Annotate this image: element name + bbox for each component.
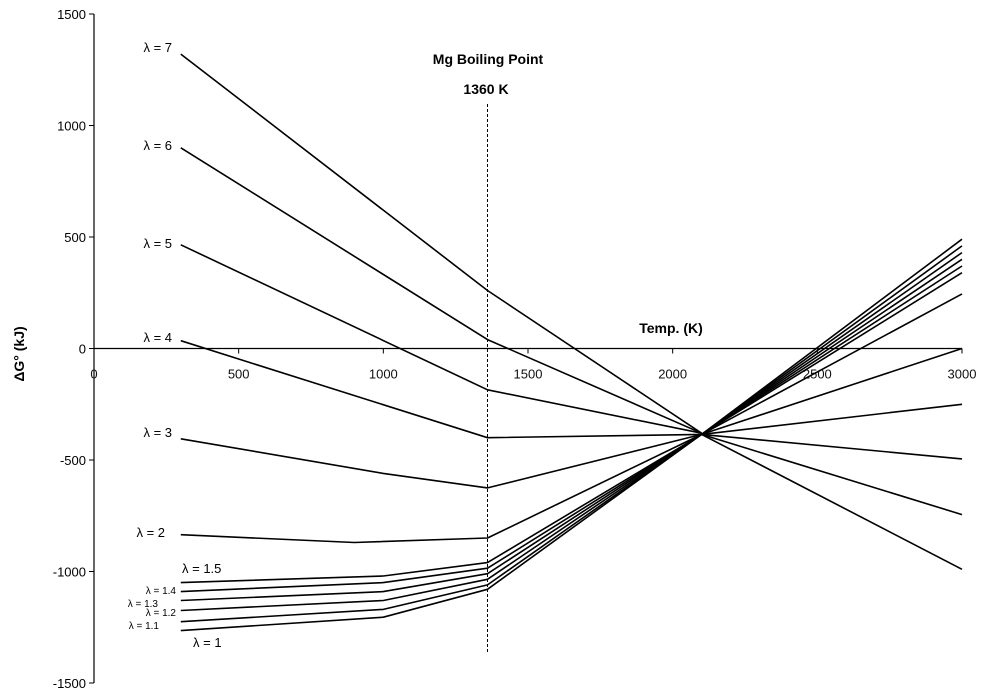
series-line-extension — [701, 433, 963, 460]
series-line — [180, 244, 702, 434]
y-tick-label: -1500 — [53, 676, 86, 689]
series-label: λ = 1 — [193, 635, 222, 650]
annotation-title: Mg Boiling Point — [433, 51, 544, 67]
y-tick-label: 500 — [64, 230, 86, 245]
series-label: λ = 2 — [136, 525, 165, 540]
series-label: λ = 1.3 — [128, 599, 159, 610]
series-line — [180, 433, 702, 489]
series-line — [180, 245, 963, 593]
y-tick-label: -500 — [60, 453, 86, 468]
x-axis-title: Temp. (K) — [639, 320, 703, 336]
y-axis-title: ΔG° (kJ) — [11, 326, 27, 381]
series-label: λ = 3 — [143, 425, 172, 440]
y-tick-label: 1500 — [57, 7, 86, 22]
boiling-point-annotation: Mg Boiling Point 1360 K — [433, 51, 544, 652]
x-tick-label: 2000 — [658, 367, 687, 382]
x-tick-label: 0 — [90, 367, 97, 382]
series-label: λ = 5 — [143, 236, 172, 251]
series-line — [180, 147, 702, 434]
series-line-extension — [701, 293, 963, 436]
series-line — [180, 258, 963, 612]
x-tick-label: 500 — [228, 367, 250, 382]
series-label: λ = 6 — [143, 138, 172, 153]
axis-titles: Temp. (K) ΔG° (kJ) — [11, 320, 703, 382]
series-label: λ = 4 — [143, 330, 172, 345]
x-tick-label: 1500 — [514, 367, 543, 382]
series-line — [180, 251, 963, 602]
series-line-extension — [701, 347, 963, 436]
series-line-extension — [701, 433, 963, 571]
series-line — [180, 238, 963, 584]
axes: -1500 -1000 -500 0 500 1000 1500 0 500 1000 1500 20… — [53, 7, 977, 691]
series-label: λ = 7 — [143, 40, 172, 55]
y-tick-label: 1000 — [57, 119, 86, 134]
series-line — [180, 433, 702, 544]
x-tick-label: 1000 — [369, 367, 398, 382]
series-label: λ = 1.1 — [129, 621, 160, 632]
series-line-extension — [701, 403, 963, 436]
series-lines: λ = 7 λ = 6 λ = 5 λ = 4 λ = 3 λ = 2 λ = 1.5 λ =… — [128, 40, 963, 650]
series-line — [180, 265, 963, 623]
series-line-extension — [701, 433, 963, 516]
series-label: λ = 1.5 — [182, 561, 221, 576]
series-label: λ = 1.2 — [146, 608, 177, 619]
y-tick-label: 0 — [79, 342, 86, 357]
x-tick-label: 2500 — [803, 367, 832, 382]
series-line — [180, 339, 702, 439]
series-label: λ = 1.4 — [146, 586, 177, 597]
x-tick-label: 3000 — [948, 367, 977, 382]
annotation-temperature: 1360 K — [463, 81, 508, 97]
series-line — [180, 53, 703, 434]
y-tick-label: -1000 — [53, 565, 86, 580]
